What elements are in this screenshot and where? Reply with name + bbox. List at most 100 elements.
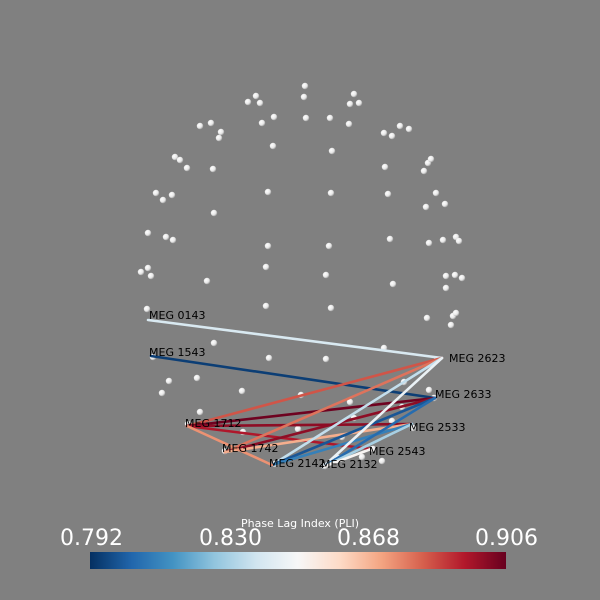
sensor-label: MEG 2533 <box>409 421 465 434</box>
sensor-label: MEG 2132 <box>321 458 377 471</box>
connection-line <box>223 422 414 454</box>
sensor-dot <box>144 229 152 237</box>
connection-line <box>270 422 414 467</box>
connection-line <box>321 447 373 469</box>
sensor-label: MEG 2543 <box>369 445 425 458</box>
sensor-dot <box>244 98 252 106</box>
sensor-dot <box>325 242 333 250</box>
sensor-label: MEG 1742 <box>222 442 278 455</box>
sensor-dot <box>327 304 335 312</box>
sensor-dot <box>210 339 218 347</box>
sensor-dot <box>252 92 260 100</box>
sensor-dot <box>143 305 151 313</box>
colorbar-tick-label: 0.868 <box>337 526 400 551</box>
sensor-dot <box>193 374 201 382</box>
sensor-dot <box>455 237 463 245</box>
sensor-labels: MEG 0143 MEG 1543 MEG 2623 MEG 2633 MEG 1712… <box>149 309 505 471</box>
connection-line <box>270 396 437 467</box>
colorbar-tick-label: 0.792 <box>60 526 123 551</box>
sensor-dot <box>165 377 173 385</box>
sensor-dot <box>388 132 396 140</box>
sensor-dot <box>144 264 152 272</box>
sensor-dot <box>217 128 225 136</box>
connection-lines <box>146 318 444 469</box>
sensor-dot <box>256 99 264 107</box>
connection-line <box>321 356 444 469</box>
sensor-dot <box>405 125 413 133</box>
sensor-dot <box>451 271 459 279</box>
sensor-dot <box>442 272 450 280</box>
sensor-dot <box>384 190 392 198</box>
sensor-dot <box>258 119 266 127</box>
sensor-dot <box>294 425 302 433</box>
colorbar-tick-label: 0.830 <box>199 526 262 551</box>
sensor-dot <box>427 155 435 163</box>
sensor-dot <box>171 153 179 161</box>
connection-line <box>321 396 437 469</box>
sensor-dot <box>176 156 184 164</box>
sensor-dot <box>409 424 417 432</box>
sensor-dot <box>300 93 308 101</box>
sensor-dot <box>215 134 223 142</box>
sensor-dot <box>425 386 433 394</box>
connection-line <box>146 318 444 360</box>
sensor-dot <box>389 280 397 288</box>
sensor-dot <box>328 147 336 155</box>
sensor-dot <box>378 457 386 465</box>
sensor-dot <box>432 189 440 197</box>
connection-line <box>223 356 444 454</box>
sensor-dot <box>137 268 145 276</box>
sensor-dot <box>447 321 455 329</box>
sensor-dot <box>423 314 431 322</box>
sensor-dot <box>210 209 218 217</box>
sensor-dot <box>162 233 170 241</box>
sensor-dot <box>422 203 430 211</box>
sensor-dot <box>270 113 278 121</box>
sensor-dot <box>265 354 273 362</box>
connection-line <box>185 424 274 467</box>
connection-line <box>223 396 437 454</box>
sensor-dot <box>196 122 204 130</box>
connection-line <box>321 422 414 469</box>
sensor-dot <box>203 277 211 285</box>
sensor-dot <box>196 408 204 416</box>
sensor-dot <box>386 235 394 243</box>
sensor-dot <box>381 163 389 171</box>
sensor-dot <box>301 82 309 90</box>
sensor-dot <box>168 191 176 199</box>
sensor-dot <box>345 120 353 128</box>
sensor-dot <box>207 119 215 127</box>
sensor-dot <box>147 272 155 280</box>
sensor-dot <box>439 236 447 244</box>
colorbar-tick-label: 0.906 <box>475 526 538 551</box>
colorbar-title: Phase Lag Index (PLI) <box>240 517 360 530</box>
sensor-dot <box>169 236 177 244</box>
sensor-dot <box>358 453 366 461</box>
sensor-dot <box>442 284 450 292</box>
sensor-dot <box>396 122 404 130</box>
sensor-dot <box>346 100 354 108</box>
sensor-dot <box>152 189 160 197</box>
connection-line <box>185 356 444 428</box>
sensor-dot <box>350 90 358 98</box>
sensor-dot <box>425 239 433 247</box>
sensor-dot <box>238 387 246 395</box>
sensor-dot <box>327 189 335 197</box>
sensor-dot <box>269 142 277 150</box>
sensor-dot <box>264 242 272 250</box>
sensor-dot <box>159 196 167 204</box>
sensor-label: MEG 2623 <box>449 352 505 365</box>
sensor-label: MEG 0143 <box>149 309 205 322</box>
sensor-dot <box>262 263 270 271</box>
sensor-dot <box>326 114 334 122</box>
sensor-label: MEG 2633 <box>435 388 491 401</box>
sensor-dot <box>369 445 377 453</box>
sensor-dot <box>380 129 388 137</box>
sensor-dot <box>209 165 217 173</box>
sensor-dot <box>264 188 272 196</box>
sensor-dot <box>441 200 449 208</box>
sensor-dot <box>158 389 166 397</box>
connection-line <box>270 356 444 467</box>
connection-line <box>185 422 414 428</box>
sensor-dot <box>355 99 363 107</box>
